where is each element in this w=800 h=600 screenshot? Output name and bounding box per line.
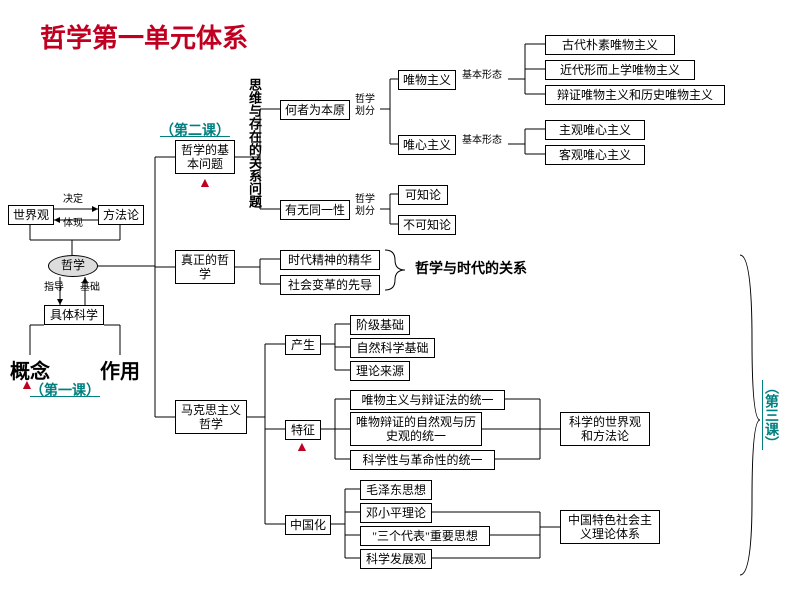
m2-box: 近代形而上学唯物主义 <box>545 60 695 80</box>
f2-box: 唯物辩证的自然观与历史观的统一 <box>350 412 482 446</box>
marxist-philosophy-box: 马克思主义哲学 <box>175 400 247 434</box>
role-label: 作用 <box>100 355 140 384</box>
vanguard-box: 社会变革的先导 <box>280 275 380 295</box>
c4-box: 科学发展观 <box>360 549 432 569</box>
page-title: 哲学第一单元体系 <box>40 18 248 55</box>
c3-box: "三个代表"重要思想 <box>360 526 490 546</box>
feature-box: 特征 <box>285 420 321 440</box>
china-box: 中国化 <box>285 515 331 535</box>
tongyi-box: 有无同一性 <box>280 200 350 220</box>
lesson-1: （第一课） <box>30 380 100 400</box>
triangle-feature: ▲ <box>295 440 309 456</box>
form-label-1: 基本形态 <box>462 70 502 82</box>
true-philosophy-box: 真正的哲学 <box>175 250 235 284</box>
p2-box: 自然科学基础 <box>350 338 435 358</box>
idealism-box: 唯心主义 <box>398 135 456 155</box>
unknowable-box: 不可知论 <box>398 215 456 235</box>
materialism-box: 唯物主义 <box>398 70 456 90</box>
philosophy-oval: 哲学 <box>48 255 98 277</box>
era-relation-label: 哲学与时代的关系 <box>415 262 527 279</box>
c2-box: 邓小平理论 <box>360 503 432 523</box>
lesson-2: （第二课） <box>160 120 230 140</box>
sci-view-box: 科学的世界观和方法论 <box>560 412 650 446</box>
cn-system-box: 中国特色社会主义理论体系 <box>560 510 660 544</box>
essence-box: 时代精神的精华 <box>280 250 380 270</box>
form-label-2: 基本形态 <box>462 135 502 147</box>
produce-box: 产生 <box>285 335 321 355</box>
basic-question-box: 哲学的基本问题 <box>175 140 235 174</box>
vertical-topic: 思维与存在的关系问题 <box>245 78 264 208</box>
i2-box: 客观唯心主义 <box>545 145 645 165</box>
div-label-2: 哲学划分 <box>355 194 379 218</box>
worldview-box: 世界观 <box>8 205 54 225</box>
methodology-box: 方法论 <box>98 205 144 225</box>
f1-box: 唯物主义与辩证法的统一 <box>350 390 505 410</box>
p3-box: 理论来源 <box>350 361 410 381</box>
c1-box: 毛泽东思想 <box>360 480 432 500</box>
concrete-science-box: 具体科学 <box>44 305 104 325</box>
i1-box: 主观唯心主义 <box>545 120 645 140</box>
m1-box: 古代朴素唯物主义 <box>545 35 675 55</box>
guide-label: 指导 <box>44 282 64 294</box>
m3-box: 辩证唯物主义和历史唯物主义 <box>545 85 725 105</box>
determine-label: 决定 <box>63 194 83 206</box>
basis-label: 基础 <box>80 282 100 294</box>
benyuan-box: 何者为本原 <box>280 100 350 120</box>
reflect-label: 体现 <box>63 218 83 230</box>
f3-box: 科学性与革命性的统一 <box>350 450 495 470</box>
p1-box: 阶级基础 <box>350 315 410 335</box>
triangle-basic-q: ▲ <box>198 176 212 192</box>
lesson-3: （第三课） <box>760 380 780 450</box>
div-label-1: 哲学划分 <box>355 94 379 118</box>
knowable-box: 可知论 <box>398 185 448 205</box>
